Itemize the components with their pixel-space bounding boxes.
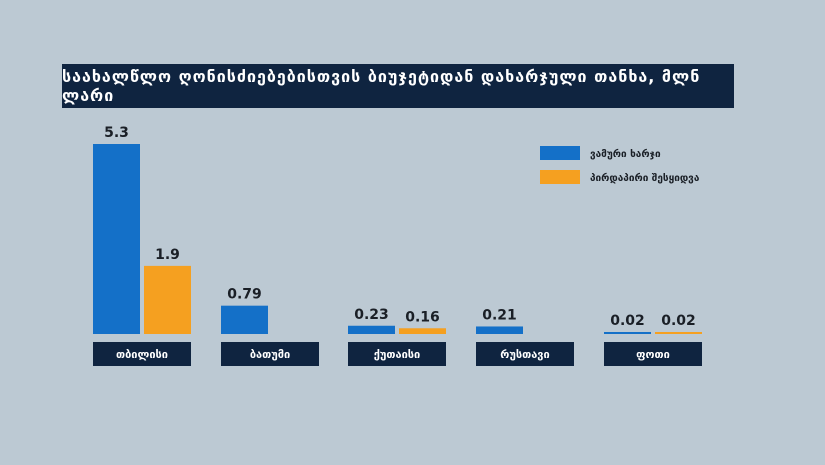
category-box-4 bbox=[604, 342, 702, 366]
bar-total-2 bbox=[348, 325, 395, 334]
bar-direct-4 bbox=[655, 332, 702, 334]
data-label: 0.02 bbox=[610, 313, 645, 329]
data-label: 5.3 bbox=[104, 125, 129, 141]
category-box-3 bbox=[476, 342, 574, 366]
data-label: 0.79 bbox=[227, 287, 262, 303]
data-label: 0.02 bbox=[661, 313, 696, 329]
data-label: 0.21 bbox=[482, 307, 517, 323]
data-label: 0.16 bbox=[405, 309, 440, 325]
legend-label: ვამური ხარჯი bbox=[590, 148, 661, 160]
bar-direct-0 bbox=[144, 265, 191, 334]
legend-swatch-0 bbox=[540, 146, 580, 160]
bar-total-4 bbox=[604, 332, 651, 334]
category-box-2 bbox=[348, 342, 446, 366]
bar-total-3 bbox=[476, 326, 523, 334]
legend: ვამური ხარჯი პირდაპირი შესყიდვა bbox=[540, 146, 700, 184]
category-label: ქუთაისი bbox=[374, 348, 421, 361]
category-label: ბათუმი bbox=[250, 348, 290, 361]
bar-direct-2 bbox=[399, 328, 446, 334]
data-label: 0.23 bbox=[354, 307, 389, 323]
bar-total-1 bbox=[221, 305, 268, 334]
category-label: ფოთი bbox=[636, 348, 670, 361]
bar-total-0 bbox=[93, 144, 140, 334]
category-labels-layer: თბილისი ბათუმი ქუთაისი რუსთავი ფოთი bbox=[93, 342, 702, 366]
legend-label: პირდაპირი შესყიდვა bbox=[590, 172, 700, 184]
data-label: 1.9 bbox=[155, 247, 180, 263]
chart-title: საახალწლო ღონისძიებებისთვის ბიუჯეტიდან დ… bbox=[62, 64, 734, 108]
category-box-1 bbox=[221, 342, 319, 366]
category-label: თბილისი bbox=[116, 348, 168, 361]
category-label: რუსთავი bbox=[500, 348, 549, 361]
bars-layer: 5.3 1.9 0.79 0.23 0.16 0.21 0.02 0.02 bbox=[93, 125, 702, 334]
legend-swatch-1 bbox=[540, 170, 580, 184]
category-box-0 bbox=[93, 342, 191, 366]
